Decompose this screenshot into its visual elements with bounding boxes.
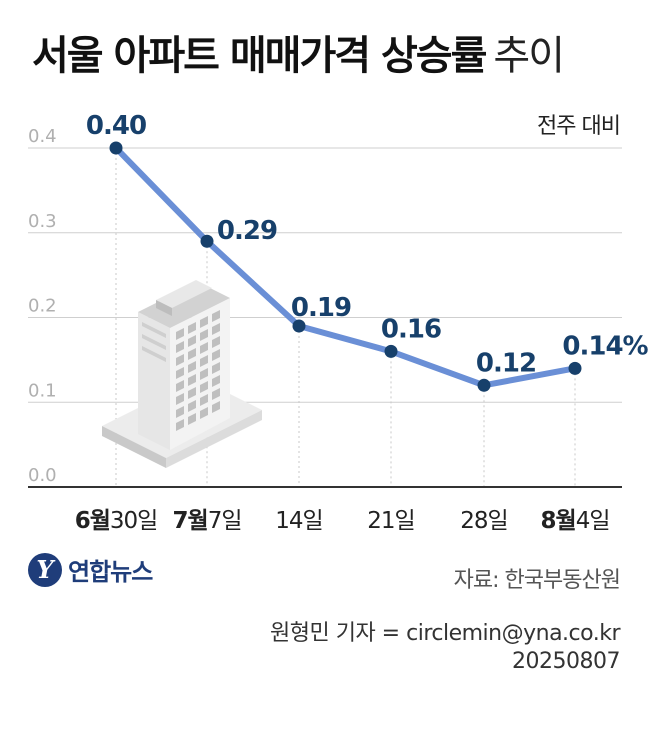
title-main: 서울 아파트 매매가격 상승률 <box>32 33 487 79</box>
page-title: 서울 아파트 매매가격 상승률 추이 <box>32 32 565 80</box>
x-tick-label: 21일 <box>367 508 414 534</box>
x-axis: 6월30일 7월7일 14일 21일 28일 8월4일 <box>28 486 622 534</box>
y-tick-label: 0.4 <box>28 126 57 147</box>
data-label: 0.19 <box>291 293 351 323</box>
building-icon <box>102 280 262 468</box>
data-point <box>292 319 306 333</box>
yonhap-logo-icon: Y <box>28 552 62 587</box>
data-label: 0.40 <box>86 111 146 141</box>
title-sub: 추이 <box>493 33 565 79</box>
unit-label: 전주 대비 <box>537 114 621 139</box>
series-line <box>113 145 578 389</box>
y-tick-label: 0.0 <box>28 465 57 486</box>
grid-layer: 0.0 0.1 0.2 0.3 0.4 <box>28 126 622 487</box>
source-note: 자료: 한국부동산원 <box>453 568 621 593</box>
logo-name: 연합뉴스 <box>68 558 153 586</box>
byline: 원형민 기자 = circlemin@yna.co.kr <box>270 621 621 646</box>
line-chart: 0.0 0.1 0.2 0.3 0.4 0.40 0.29 0.19 0.16 0.12 0.14… <box>28 111 650 534</box>
logo: Y 연합뉴스 <box>28 552 153 587</box>
data-point <box>200 234 214 248</box>
x-tick-label: 7월7일 <box>173 508 242 534</box>
x-tick-label: 28일 <box>460 508 507 534</box>
data-point <box>109 141 123 155</box>
y-tick-label: 0.1 <box>28 380 57 401</box>
credit: 원형민 기자 = circlemin@yna.co.kr 20250807 <box>270 620 621 676</box>
series-layer: 0.40 0.29 0.19 0.16 0.12 0.14% <box>86 111 650 392</box>
data-point <box>384 344 398 358</box>
data-point <box>568 361 582 375</box>
x-tick-label: 14일 <box>275 508 322 534</box>
publish-date: 20250807 <box>512 649 620 674</box>
data-point <box>477 378 491 392</box>
y-tick-label: 0.3 <box>28 211 57 232</box>
data-label: 0.29 <box>217 216 277 246</box>
data-label: 0.16 <box>381 314 441 344</box>
data-label: 0.12 <box>476 348 536 378</box>
data-label: 0.14% <box>562 331 648 361</box>
y-tick-label: 0.2 <box>28 296 57 317</box>
x-tick-label: 8월4일 <box>541 508 610 534</box>
x-tick-label: 6월30일 <box>75 508 158 534</box>
